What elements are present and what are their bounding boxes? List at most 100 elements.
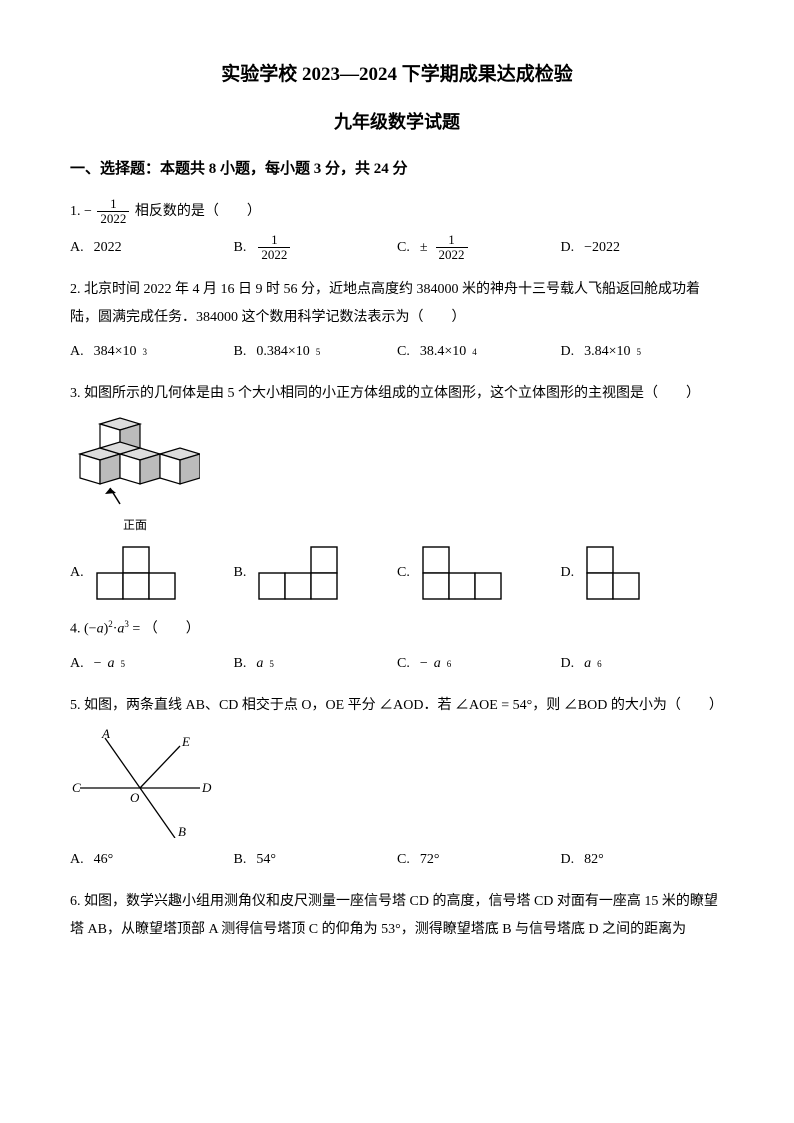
q4-opt-d-exp: 6	[597, 655, 602, 673]
q2-opt-b-exp: 5	[316, 343, 321, 361]
q3-opt-d: D.	[561, 545, 725, 601]
question-5-body: 5. 如图，两条直线 AB、CD 相交于点 O，OE 平分 ∠AOD．若 ∠AO…	[70, 692, 724, 720]
q4-opt-b-a: a	[256, 650, 263, 678]
q2-opt-a: A. 384×103	[70, 338, 234, 366]
q5-body-text: 5. 如图，两条直线 AB、CD 相交于点 O，OE 平分 ∠AOD．若 ∠AO…	[70, 698, 723, 713]
q2-opt-b: B. 0.384×10 5	[234, 338, 398, 366]
q5-opt-b-label: B.	[234, 846, 247, 874]
question-4-body: 4. (−a)2·a3 = （ ）	[70, 615, 724, 644]
q4-eq: = （ ）	[129, 622, 200, 637]
section-header: 一、选择题：本题共 8 小题，每小题 3 分，共 24 分	[70, 157, 724, 181]
q3-opt-a: A.	[70, 545, 234, 601]
q1-opt-c-label: C.	[397, 234, 410, 262]
q1-opt-a: A. 2022	[70, 234, 234, 262]
q1-opt-a-label: A.	[70, 234, 84, 262]
q2-opt-d-exp: 5	[637, 343, 642, 361]
q4-opt-b-label: B.	[234, 650, 247, 678]
q4-prefix: 4.	[70, 622, 84, 637]
q3-opt-b: B.	[234, 545, 398, 601]
q3-front-label: 正面	[70, 513, 200, 537]
q5-lbl-e: E	[181, 734, 190, 749]
q5-lbl-b: B	[178, 824, 186, 838]
q5-opt-d-val: 82°	[584, 846, 604, 874]
q1-opt-b-den: 2022	[258, 248, 290, 262]
q5-figure: A B C D E O	[70, 728, 724, 838]
q1-opt-a-val: 2022	[94, 234, 122, 262]
q1-neg: −	[84, 204, 92, 219]
q3-opt-d-label: D.	[561, 559, 575, 587]
q5-options: A. 46° B. 54° C. 72° D. 82°	[70, 846, 724, 874]
q4-opt-b: B. a5	[234, 650, 398, 678]
q3-opt-a-label: A.	[70, 559, 84, 587]
q4-a1: a	[97, 622, 104, 637]
q3-opt-c-label: C.	[397, 559, 410, 587]
q4-opt-a-neg: −	[94, 650, 102, 678]
q2-opt-c-base: 38.4×10	[420, 338, 466, 366]
q4-opt-d: D. a6	[561, 650, 725, 678]
q5-opt-b-val: 54°	[256, 846, 276, 874]
q2-opt-a-base: 384×10	[94, 338, 137, 366]
q4-opt-c-label: C.	[397, 650, 410, 678]
q4-opt-c: C. −a6	[397, 650, 561, 678]
q1-prefix: 1.	[70, 204, 84, 219]
q1-opt-c-pm: ±	[420, 234, 428, 262]
q2-opt-a-exp: 3	[143, 343, 148, 361]
q1-frac: 1 2022	[97, 197, 129, 227]
q5-lbl-a: A	[101, 728, 110, 741]
q3-opt-c-shape-icon	[420, 545, 504, 601]
q5-opt-a-val: 46°	[94, 846, 114, 874]
question-2-body: 2. 北京时间 2022 年 4 月 16 日 9 时 56 分，近地点高度约 …	[70, 276, 724, 332]
q2-opt-d-label: D.	[561, 338, 575, 366]
page-title: 实验学校 2023—2024 下学期成果达成检验	[70, 60, 724, 90]
q1-opt-d-label: D.	[561, 234, 575, 262]
q1-opt-b-frac: 1 2022	[258, 233, 290, 263]
q4-options: A. −a5 B. a5 C. −a6 D. a6	[70, 650, 724, 678]
q2-opt-c-label: C.	[397, 338, 410, 366]
q2-options: A. 384×103 B. 0.384×105 C. 38.4×104 D. 3…	[70, 338, 724, 366]
q5-opt-c-val: 72°	[420, 846, 440, 874]
question-6: 6. 如图，数学兴趣小组用测角仪和皮尺测量一座信号塔 CD 的高度，信号塔 CD…	[70, 888, 724, 944]
q1-num: 1	[97, 197, 129, 212]
question-4: 4. (−a)2·a3 = （ ） A. −a5 B. a5 C. −a6 D.…	[70, 615, 724, 678]
q4-opt-a: A. −a5	[70, 650, 234, 678]
question-2: 2. 北京时间 2022 年 4 月 16 日 9 时 56 分，近地点高度约 …	[70, 276, 724, 366]
q3-figure: 正面	[70, 416, 724, 537]
q2-opt-c: C. 38.4×104	[397, 338, 561, 366]
q3-opt-c: C.	[397, 545, 561, 601]
question-3-body: 3. 如图所示的几何体是由 5 个大小相同的小正方体组成的立体图形，这个立体图形…	[70, 380, 724, 408]
q2-opt-d: D. 3.84×10 5	[561, 338, 725, 366]
q1-options: A. 2022 B. 1 2022 C. ± 1 2022 D. −2022	[70, 233, 724, 263]
q1-opt-b-label: B.	[234, 234, 247, 262]
question-5: 5. 如图，两条直线 AB、CD 相交于点 O，OE 平分 ∠AOD．若 ∠AO…	[70, 692, 724, 874]
q3-opt-b-shape-icon	[256, 545, 340, 601]
q5-opt-c-label: C.	[397, 846, 410, 874]
q1-tail: 相反数的是（ ）	[135, 204, 261, 219]
q5-lbl-o: O	[130, 790, 140, 805]
q4-opt-c-exp: 6	[447, 655, 452, 673]
q2-opt-d-base: 3.84×10	[584, 338, 630, 366]
q3-options: A. B. C.	[70, 545, 724, 601]
q2-opt-b-base: 0.384×10	[256, 338, 309, 366]
q1-opt-b-num: 1	[258, 233, 290, 248]
question-3: 3. 如图所示的几何体是由 5 个大小相同的小正方体组成的立体图形，这个立体图形…	[70, 380, 724, 601]
q1-opt-c-den: 2022	[436, 248, 468, 262]
q5-lbl-d: D	[201, 780, 212, 795]
q1-opt-c: C. ± 1 2022	[397, 233, 561, 263]
q5-opt-a-label: A.	[70, 846, 84, 874]
q4-opt-c-neg: −	[420, 650, 428, 678]
intersecting-lines-icon: A B C D E O	[70, 728, 220, 838]
cubes-3d-icon	[70, 416, 200, 511]
q4-opt-d-label: D.	[561, 650, 575, 678]
q4-opt-a-label: A.	[70, 650, 84, 678]
q5-opt-c: C. 72°	[397, 846, 561, 874]
q1-opt-b: B. 1 2022	[234, 233, 398, 263]
q1-opt-c-frac: 1 2022	[436, 233, 468, 263]
q4-lp: (−	[84, 622, 97, 637]
q5-opt-b: B. 54°	[234, 846, 398, 874]
q3-opt-a-shape-icon	[94, 545, 178, 601]
q1-opt-d-val: −2022	[584, 234, 620, 262]
q5-lbl-c: C	[72, 780, 81, 795]
q3-opt-d-shape-icon	[584, 545, 642, 601]
q2-opt-b-label: B.	[234, 338, 247, 366]
page-subtitle: 九年级数学试题	[70, 108, 724, 137]
